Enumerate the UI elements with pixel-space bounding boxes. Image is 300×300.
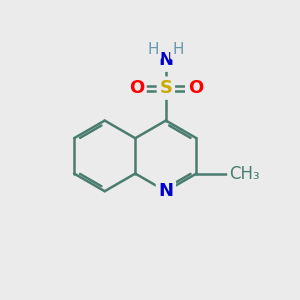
Text: CH₃: CH₃	[229, 165, 260, 183]
Text: N: N	[158, 51, 173, 69]
Text: O: O	[188, 79, 203, 97]
Text: H: H	[172, 42, 184, 57]
Text: O: O	[129, 79, 144, 97]
Text: S: S	[159, 79, 172, 97]
Text: H: H	[148, 42, 159, 57]
Text: N: N	[158, 182, 173, 200]
